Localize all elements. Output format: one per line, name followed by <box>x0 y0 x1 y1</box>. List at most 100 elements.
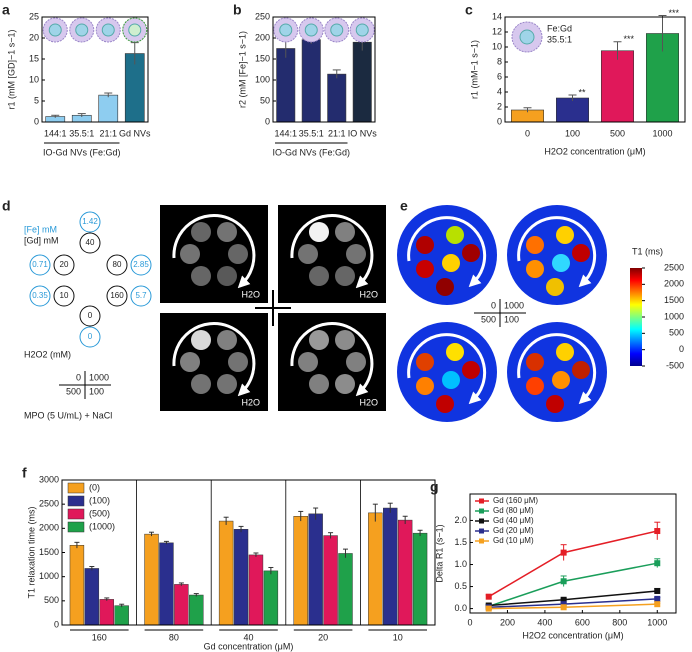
legend-marker <box>479 538 484 544</box>
bar <box>368 512 383 626</box>
y-tick-label: 0 <box>54 619 59 629</box>
error-bar <box>119 603 125 608</box>
x-tick-label: 0 <box>525 128 530 138</box>
y-tick-label: 8 <box>497 56 502 66</box>
y-tick-label: 1500 <box>39 547 59 557</box>
y-tick-label: 150 <box>255 53 270 63</box>
x-tick-label: 800 <box>612 617 627 627</box>
gd-value: 40 <box>86 238 95 247</box>
bar <box>144 533 159 626</box>
error-bar <box>238 525 244 533</box>
y-axis-label: r1 (mM−1 s−1) <box>469 40 479 99</box>
error-bar <box>402 515 408 524</box>
error-bar <box>328 532 334 539</box>
map-spot <box>416 236 434 254</box>
x-tick-label: 144:1 <box>44 128 67 138</box>
y-axis-label: Delta R1 (s−1) <box>434 524 444 582</box>
legend-label: (100) <box>89 495 110 505</box>
map-spot <box>462 244 480 262</box>
rotation-arrow <box>407 333 487 405</box>
map-spot <box>462 361 480 379</box>
plot-frame <box>61 479 436 626</box>
x-tick-label: 10 <box>393 632 403 642</box>
x-tick-label: 160 <box>92 632 107 642</box>
bar <box>159 542 174 626</box>
error-bar <box>342 548 348 558</box>
map-spot <box>572 244 590 262</box>
mri-spot <box>335 266 355 286</box>
mri-spot <box>309 374 329 394</box>
bar <box>218 520 234 626</box>
x-tick-label: 80 <box>169 632 179 642</box>
bar <box>352 41 372 123</box>
rotation-arrow <box>407 216 487 288</box>
y-tick-label: 50 <box>260 95 270 105</box>
y-tick-label: 12 <box>492 26 502 36</box>
mri-spot <box>217 330 237 350</box>
gd-value: 0 <box>88 311 93 320</box>
x-tick-label: 1000 <box>652 128 672 138</box>
map-spot <box>436 395 454 413</box>
mri-spot <box>228 244 248 264</box>
legend-swatch <box>67 482 85 494</box>
water-label: H2O <box>241 397 260 407</box>
plot-frame <box>504 16 686 123</box>
gd-legend: [Gd] mM <box>24 235 59 245</box>
bar <box>600 50 634 123</box>
fe-circle <box>29 285 51 307</box>
rotation-arrow <box>517 333 597 405</box>
fe-value: 5.7 <box>135 291 147 300</box>
y-tick-label: 4 <box>497 86 502 96</box>
gd-circle <box>106 254 128 276</box>
legend-swatch <box>67 521 85 533</box>
x-tick-label: 1000 <box>647 617 667 627</box>
legend-marker <box>479 498 484 504</box>
colorbar <box>630 268 642 366</box>
x-tick-label: 35.5:1 <box>299 128 324 138</box>
mri-spot <box>309 222 329 242</box>
quadrant-label: 500 <box>481 314 496 324</box>
y-tick-label: 500 <box>44 595 59 605</box>
point <box>485 593 492 600</box>
legend-label: (0) <box>89 482 100 492</box>
mri-spot <box>217 266 237 286</box>
quadrant-label: 100 <box>504 314 519 324</box>
map-spot <box>442 371 460 389</box>
nv-core <box>355 23 369 37</box>
error-bar <box>332 69 341 79</box>
legend-marker <box>479 518 484 524</box>
mri-spot <box>191 266 211 286</box>
y-axis-label: T1 relaxation time (ms) <box>26 506 36 598</box>
gd-circle <box>53 285 75 307</box>
bar <box>263 570 279 626</box>
map-spot <box>442 254 460 272</box>
y-tick-label: 2.0 <box>454 515 467 525</box>
error-bar <box>104 597 110 601</box>
nv-core <box>128 23 142 37</box>
gd-circle <box>79 305 101 327</box>
x-tick-label: 144:1 <box>274 128 297 138</box>
fe-circle <box>29 254 51 276</box>
nv-core <box>304 23 318 37</box>
mri-spot <box>180 244 200 264</box>
mri-spot <box>335 374 355 394</box>
map-spot <box>552 371 570 389</box>
error-bar <box>613 41 622 60</box>
bar <box>412 532 428 626</box>
quadrant-label: 100 <box>89 386 104 396</box>
legend-label: (1000) <box>89 521 115 531</box>
map-spot <box>446 343 464 361</box>
y-axis-label: r1 (mM [GD]−1 s−1) <box>6 29 16 109</box>
y-tick-label: 250 <box>255 11 270 21</box>
y-tick-label: 200 <box>255 32 270 42</box>
fe-value: 0.71 <box>32 260 48 269</box>
error-bar <box>223 516 229 525</box>
point <box>654 528 661 535</box>
mri-spot <box>191 330 211 350</box>
significance: *** <box>669 8 680 18</box>
colorbar-tick-label: 2000 <box>664 279 684 289</box>
error-bar <box>193 593 199 597</box>
water-label: H2O <box>241 289 260 299</box>
point <box>654 560 661 567</box>
water-label: H2O <box>359 397 378 407</box>
